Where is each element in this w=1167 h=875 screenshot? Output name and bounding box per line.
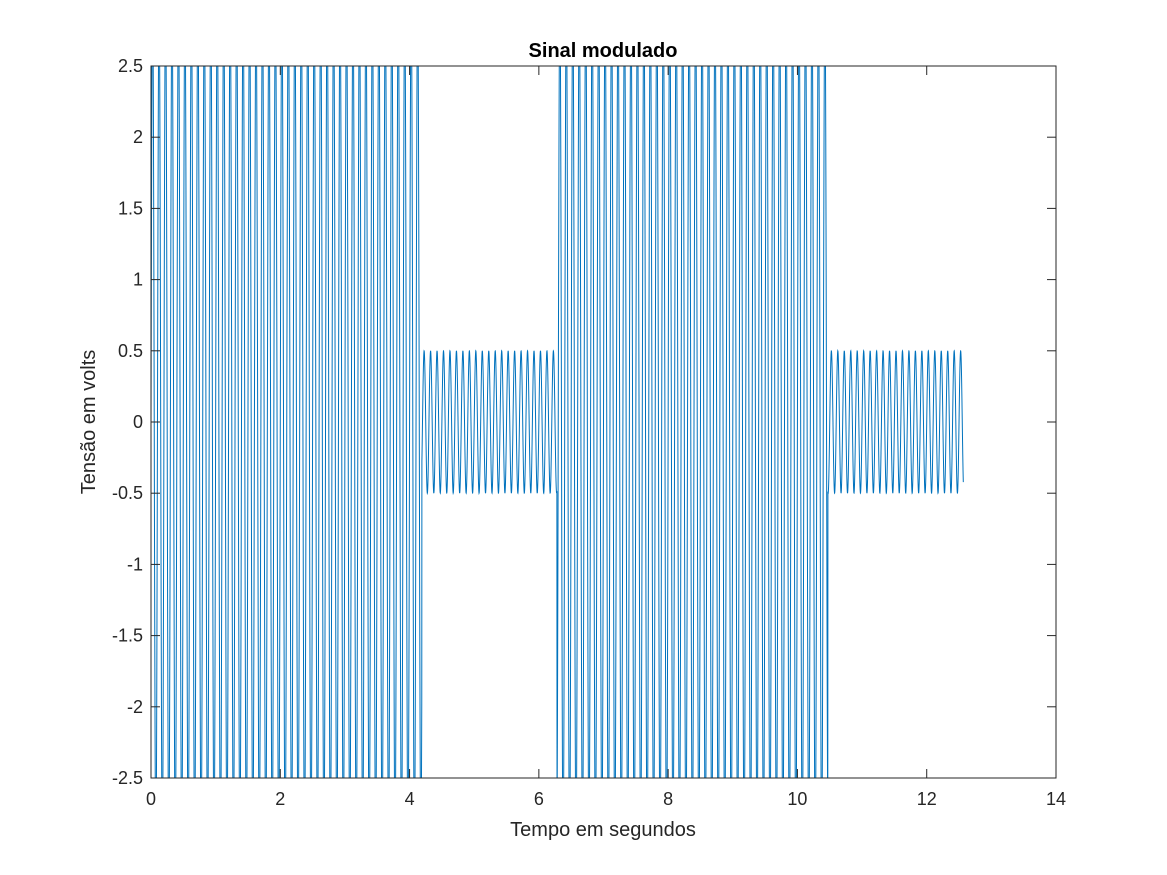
x-tick-label: 0 bbox=[146, 789, 156, 809]
y-tick-label: 0 bbox=[133, 412, 143, 432]
x-axis-label: Tempo em segundos bbox=[510, 819, 696, 841]
x-tick-label: 12 bbox=[917, 789, 937, 809]
series-line bbox=[151, 66, 964, 778]
y-axis: -2.5 -2 -1.5 -1 -0.5 0 0.5 1 1.5 2 2.5 bbox=[112, 56, 1056, 788]
y-tick-label: 1.5 bbox=[118, 198, 143, 218]
y-tick-label: 2 bbox=[133, 127, 143, 147]
y-tick-label: -0.5 bbox=[112, 483, 143, 503]
x-tick-label: 6 bbox=[534, 789, 544, 809]
y-tick-label: -1 bbox=[127, 554, 143, 574]
x-tick-label: 2 bbox=[275, 789, 285, 809]
x-tick-label: 14 bbox=[1046, 789, 1066, 809]
x-tick-label: 8 bbox=[663, 789, 673, 809]
y-tick-label: 2.5 bbox=[118, 56, 143, 76]
y-tick-label: -2 bbox=[127, 697, 143, 717]
chart-title: Sinal modulado bbox=[529, 40, 678, 62]
x-axis: 0 2 4 6 8 10 12 14 bbox=[146, 66, 1066, 809]
x-tick-label: 10 bbox=[787, 789, 807, 809]
y-axis-label: Tensão em volts bbox=[78, 350, 100, 495]
y-tick-label: -2.5 bbox=[112, 768, 143, 788]
y-tick-label: 1 bbox=[133, 270, 143, 290]
y-tick-label: -1.5 bbox=[112, 626, 143, 646]
y-tick-label: 0.5 bbox=[118, 341, 143, 361]
x-tick-label: 4 bbox=[405, 789, 415, 809]
